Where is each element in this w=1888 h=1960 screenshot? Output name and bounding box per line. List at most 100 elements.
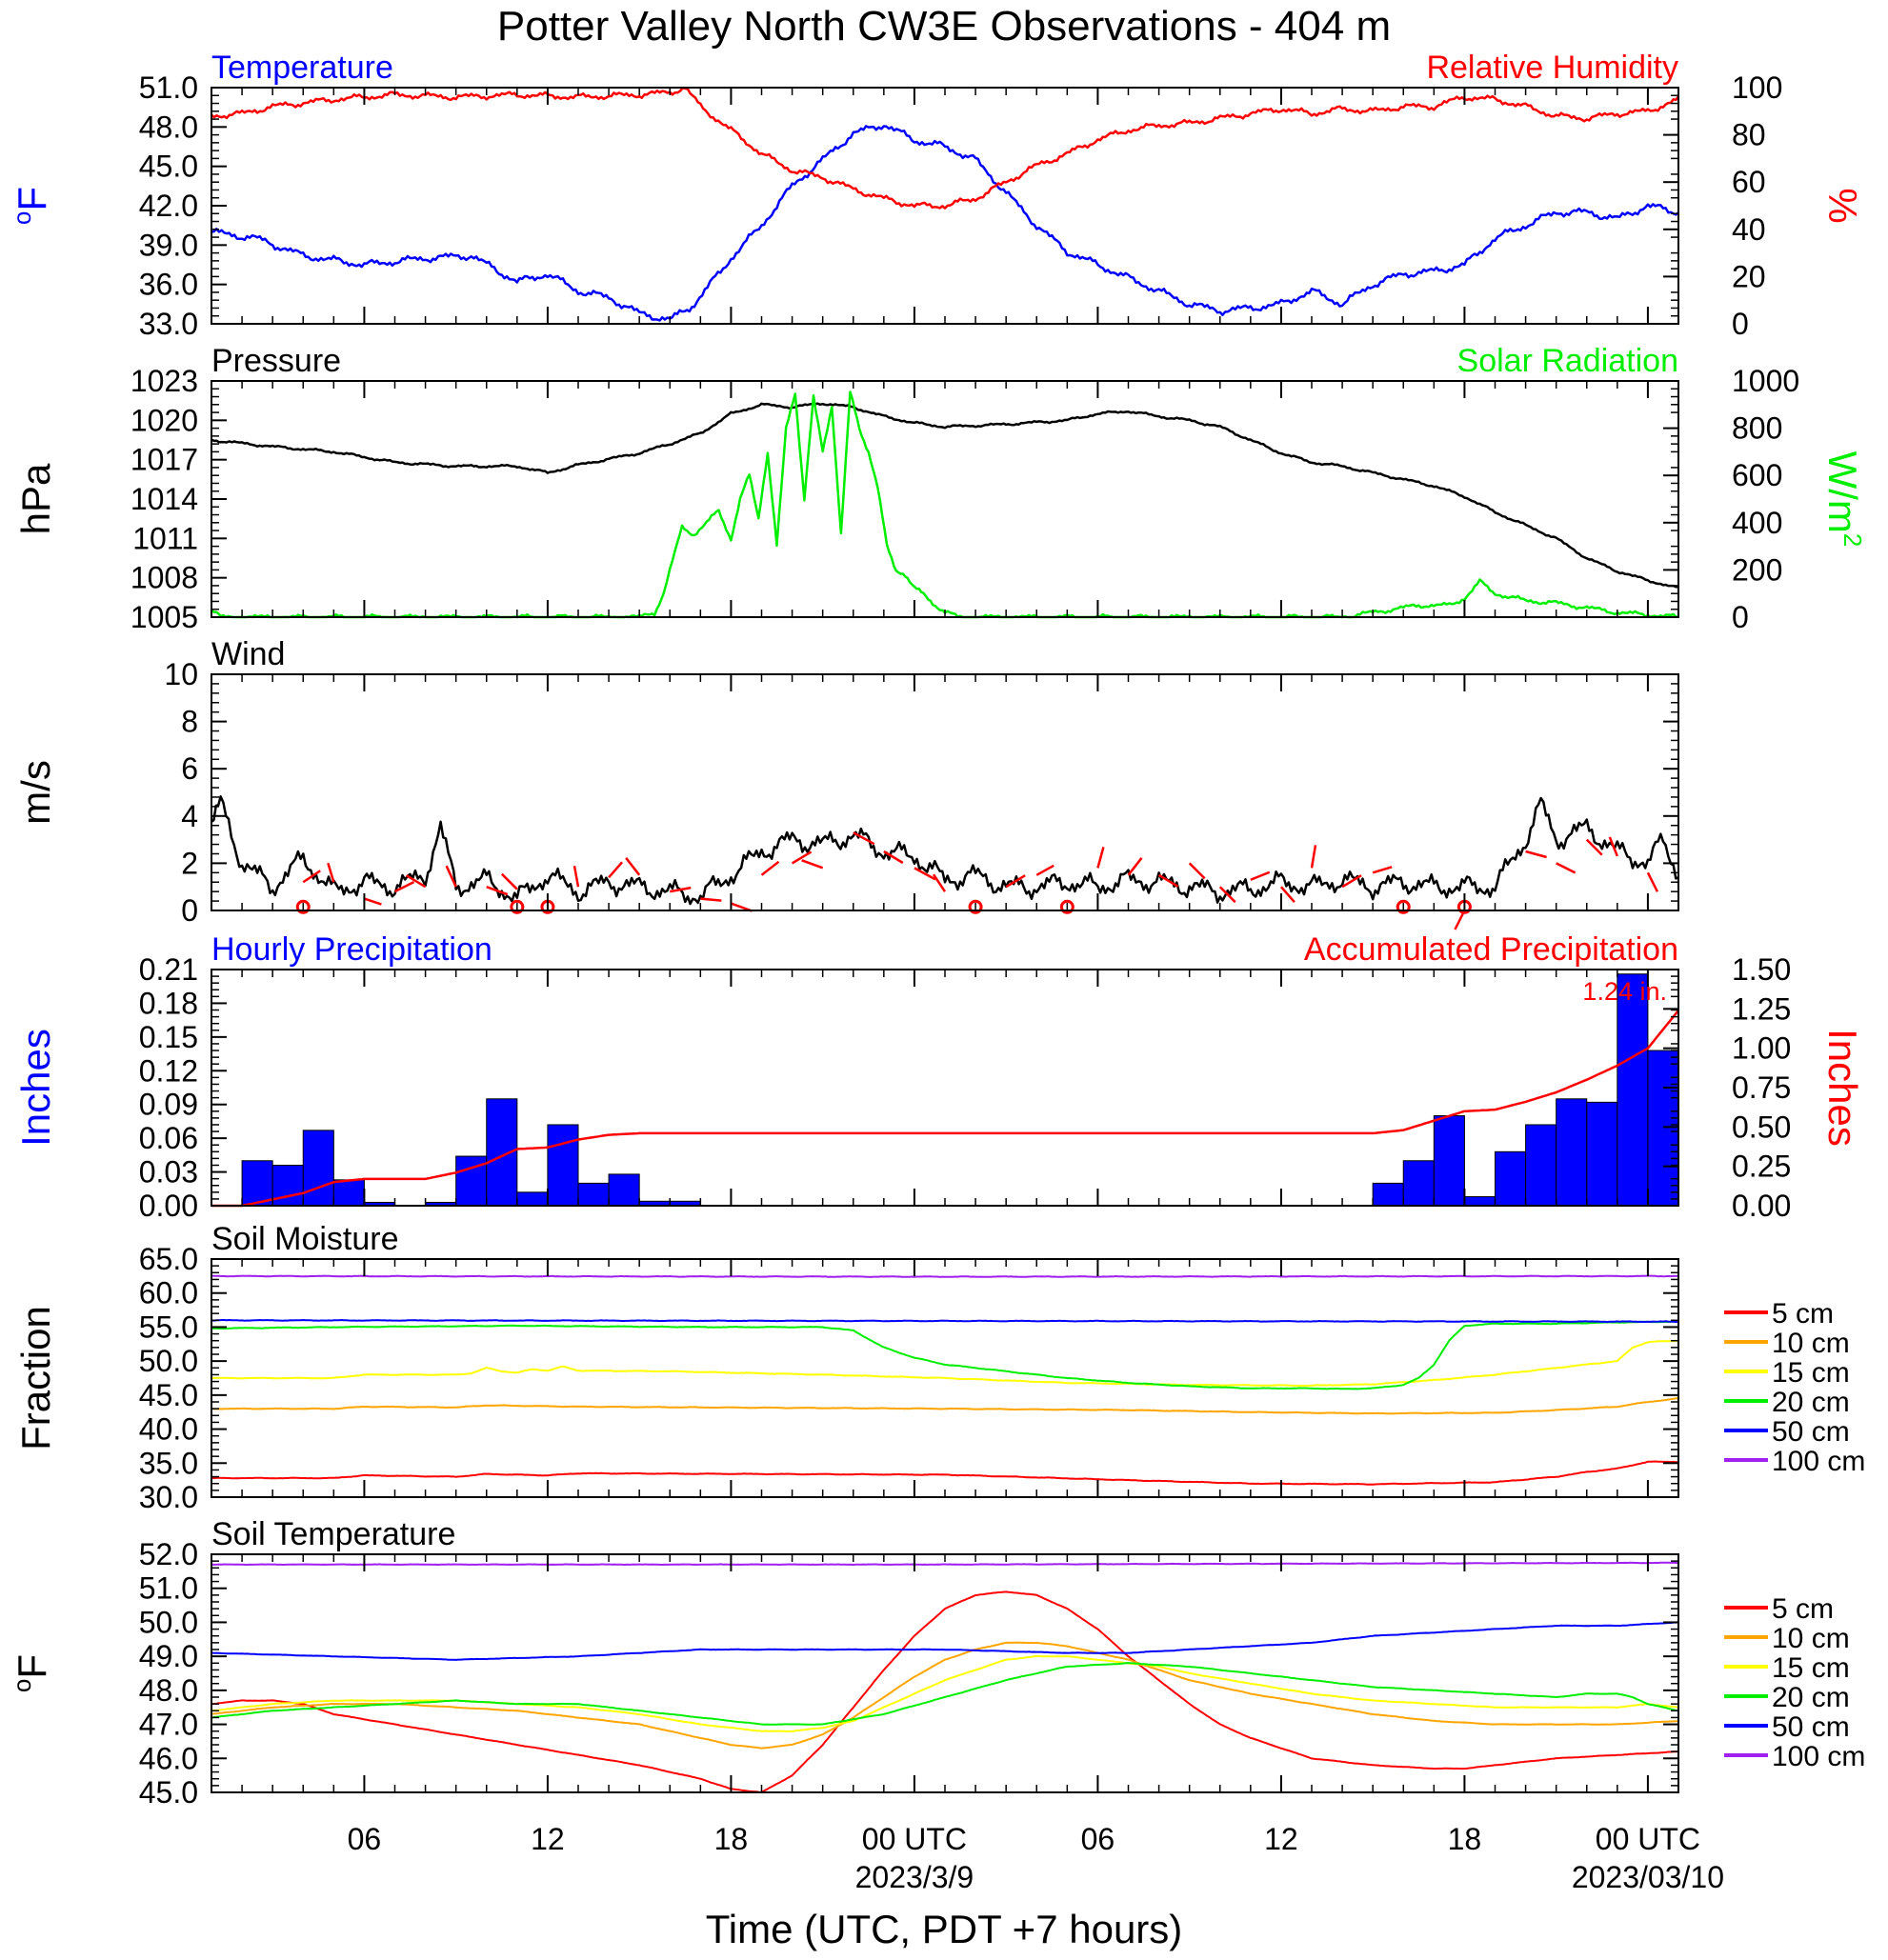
legend-label: 100 cm	[1772, 1446, 1865, 1477]
legend-label: 50 cm	[1772, 1711, 1850, 1743]
series-20-cm	[211, 1320, 1679, 1390]
wind-barb	[1035, 864, 1054, 876]
wind-barb	[1341, 874, 1362, 889]
series-15-cm	[211, 1339, 1679, 1388]
y-axis-label-left: Fraction	[13, 1306, 58, 1450]
wind-barb	[1608, 836, 1618, 857]
panel-precip: 0.000.030.060.090.120.150.180.210.000.25…	[13, 931, 1865, 1223]
y-right-tick-label: 200	[1732, 552, 1782, 587]
wind-barb	[572, 865, 580, 888]
series-20-cm	[211, 1662, 1679, 1726]
unit-degree: o	[8, 211, 36, 225]
y-right-tick-label: 600	[1732, 458, 1782, 492]
hourly-precip-bar	[1495, 1150, 1527, 1207]
y-left-tick-label: 0.06	[139, 1121, 198, 1155]
y-right-tick-label: 1.00	[1732, 1031, 1791, 1066]
hourly-precip-bar	[1372, 1182, 1404, 1207]
chart-title: Potter Valley North CW3E Observations - …	[497, 3, 1391, 50]
y-left-tick-label: 48.0	[139, 110, 198, 144]
hourly-precip-bar	[332, 1179, 365, 1207]
wind-barb	[801, 859, 824, 870]
y-left-tick-label: 49.0	[139, 1639, 198, 1673]
series-100-cm	[211, 1274, 1679, 1278]
panel-title-right: Solar Radiation	[1457, 343, 1678, 379]
hourly-precip-bar	[1647, 1050, 1679, 1207]
y-left-tick-label: 48.0	[139, 1673, 198, 1708]
series-5-cm	[211, 1460, 1679, 1486]
y-left-tick-label: 1017	[131, 443, 198, 477]
y-right-tick-label: 20	[1732, 259, 1766, 293]
panel-soil_moisture: 30.035.040.045.050.055.060.065.0 Soil Moi…	[13, 1221, 1865, 1514]
y-left-tick-label: 0.15	[139, 1020, 198, 1054]
legend-label: 10 cm	[1772, 1623, 1850, 1654]
plot-area	[211, 973, 1679, 1208]
y-left-tick-label: 33.0	[139, 307, 198, 341]
temp_rh-series-1	[211, 87, 1679, 210]
legend-label: 100 cm	[1772, 1741, 1865, 1772]
panel-frame	[211, 87, 1679, 325]
wind-barb	[486, 886, 509, 896]
y-left-tick-label: 0.03	[139, 1155, 198, 1190]
y-left-tick-label: 10	[164, 657, 198, 691]
y-left-tick-label: 0.21	[139, 952, 198, 987]
y-right-tick-label: 0.25	[1732, 1150, 1791, 1184]
y-right-tick-label: 1.50	[1732, 952, 1791, 987]
plot-area	[211, 1274, 1679, 1486]
y-left-tick-label: 1008	[131, 561, 198, 595]
y-axis-label-left: Inches	[13, 1029, 58, 1147]
plot-area	[211, 1561, 1679, 1793]
y-axis-label-text: Inches	[1820, 1029, 1865, 1147]
y-right-tick-label: 0.50	[1732, 1110, 1791, 1144]
wind-barb	[405, 874, 427, 889]
unit-w-per-m: W/m	[1820, 451, 1865, 533]
wind-barb	[1127, 857, 1143, 876]
y-right-tick-label: 0	[1732, 307, 1749, 341]
panel-frame	[211, 969, 1679, 1207]
y-left-tick-label: 42.0	[139, 189, 198, 223]
y-left-tick-label: 8	[181, 705, 198, 739]
temp_rh-series-0	[211, 125, 1679, 322]
legend-label: 20 cm	[1772, 1387, 1850, 1418]
hourly-precip-bar	[516, 1191, 549, 1207]
y-left-tick-label: 2	[181, 846, 198, 880]
y-left-tick-label: 40.0	[139, 1412, 198, 1447]
y-right-tick-label: 100	[1732, 70, 1782, 105]
y-left-tick-label: 46.0	[139, 1741, 198, 1775]
wind-barb	[393, 881, 415, 893]
y-axis-label-right: %	[1820, 188, 1865, 223]
wind-barb	[1310, 845, 1317, 869]
y-axis-label-text: m/s	[13, 760, 58, 825]
hourly-precip-bar	[241, 1160, 273, 1207]
panel-title-right: Relative Humidity	[1426, 50, 1678, 86]
wind-barb	[1188, 862, 1206, 880]
y-left-tick-label: 52.0	[139, 1537, 198, 1571]
calm-wind-marker	[295, 899, 311, 914]
series-10-cm	[211, 1397, 1679, 1415]
calm-wind-marker	[1396, 899, 1411, 914]
y-left-tick-label: 45.0	[139, 1378, 198, 1412]
y-right-tick-label: 0.75	[1732, 1070, 1791, 1105]
legend-label: 20 cm	[1772, 1682, 1850, 1713]
y-left-tick-label: 39.0	[139, 228, 198, 262]
panel-temp_rh: 33.0 36.0 39.0 42.0 45.0 48.0 51.0 0 20 40 60 80 100…	[8, 50, 1865, 341]
legend-label: 5 cm	[1772, 1593, 1834, 1625]
y-right-tick-label: 0	[1732, 600, 1749, 634]
y-left-tick-label: 45.0	[139, 150, 198, 184]
y-axis-label-text: Inches	[13, 1029, 58, 1147]
series-5-cm	[211, 1590, 1679, 1793]
y-left-tick-label: 55.0	[139, 1310, 198, 1344]
x-tick-label: 12	[1264, 1822, 1298, 1856]
y-left-tick-label: 0.12	[139, 1053, 198, 1088]
series-10-cm	[211, 1641, 1679, 1750]
y-right-tick-label: 1.25	[1732, 991, 1791, 1026]
y-axis-label-left: oF	[8, 187, 54, 225]
y-left-tick-label: 1023	[131, 364, 198, 398]
wind-barb	[1585, 838, 1603, 856]
series-50-cm	[211, 1621, 1679, 1661]
legend-label: 50 cm	[1772, 1416, 1850, 1448]
hourly-precip-bar	[302, 1130, 334, 1207]
panel-pres_solar: 1005 1008 1011 1014 1017 1020 1023 0 200 400 600 80…	[13, 343, 1867, 634]
